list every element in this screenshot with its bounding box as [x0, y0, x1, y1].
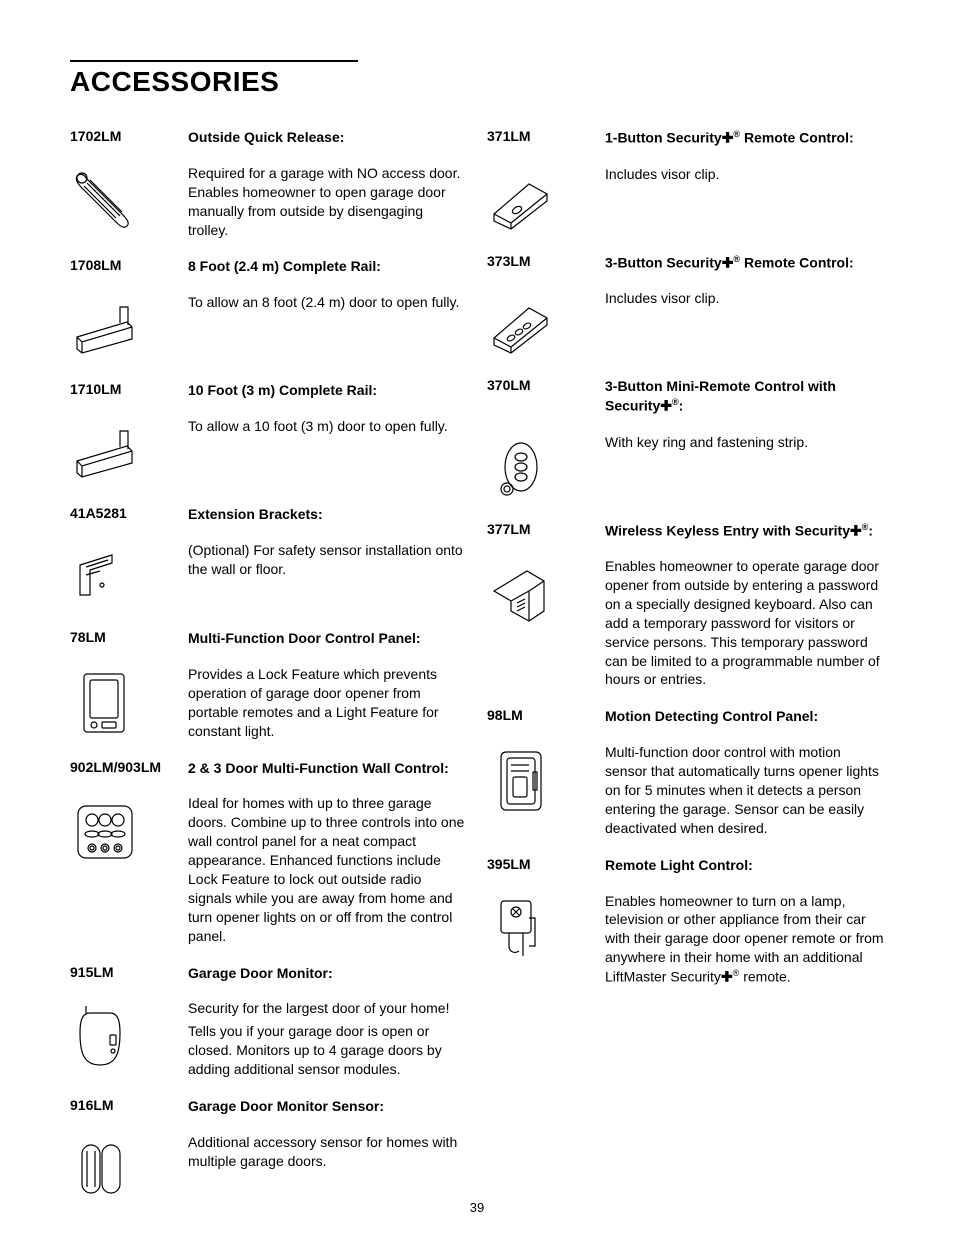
keyless-icon	[487, 557, 605, 631]
item-description: To allow a 10 foot (3 m) door to open fu…	[188, 417, 467, 436]
right-column: 371LM1-Button Security✚® Remote Control:…	[487, 128, 884, 1221]
item-description: Provides a Lock Feature which prevents o…	[188, 665, 467, 741]
model-number: 370LM	[487, 377, 605, 393]
rail-icon	[70, 417, 188, 491]
item-title: 10 Foot (3 m) Complete Rail:	[188, 381, 467, 400]
model-number: 41A5281	[70, 505, 188, 521]
model-number: 98LM	[487, 707, 605, 723]
model-number: 1702LM	[70, 128, 188, 144]
item-title: 3-Button Security✚® Remote Control:	[605, 253, 884, 273]
item-title: Multi-Function Door Control Panel:	[188, 629, 467, 648]
sensor-icon	[70, 1133, 188, 1207]
model-number: 373LM	[487, 253, 605, 269]
monitor-icon	[70, 999, 188, 1073]
panel-icon	[70, 665, 188, 739]
model-number: 1708LM	[70, 257, 188, 273]
item-title: Extension Brackets:	[188, 505, 467, 524]
item-description: Multi-function door control with motion …	[605, 743, 884, 837]
item-description: (Optional) For safety sensor installatio…	[188, 541, 467, 579]
item-description: Enables homeowner to operate garage door…	[605, 557, 884, 689]
item-title: Outside Quick Release:	[188, 128, 467, 147]
item-title: 1-Button Security✚® Remote Control:	[605, 128, 884, 148]
model-number: 902LM/903LM	[70, 759, 188, 775]
model-number: 371LM	[487, 128, 605, 144]
bracket-icon	[70, 541, 188, 615]
model-number: 916LM	[70, 1097, 188, 1113]
model-number: 1710LM	[70, 381, 188, 397]
remote3-icon	[487, 289, 605, 363]
item-description: Tells you if your garage door is open or…	[188, 1022, 467, 1079]
page: ACCESSORIES 1702LMOutside Quick Release:…	[0, 0, 954, 1235]
item-title: Remote Light Control:	[605, 856, 884, 875]
item-description: Enables homeowner to turn on a lamp, tel…	[605, 892, 884, 987]
item-title: Motion Detecting Control Panel:	[605, 707, 884, 726]
model-number: 377LM	[487, 521, 605, 537]
columns: 1702LMOutside Quick Release: Required for…	[70, 128, 884, 1221]
item-title: 8 Foot (2.4 m) Complete Rail:	[188, 257, 467, 276]
item-description: To allow an 8 foot (2.4 m) door to open …	[188, 293, 467, 312]
page-title: ACCESSORIES	[70, 66, 884, 98]
item-title: Garage Door Monitor Sensor:	[188, 1097, 467, 1116]
item-description: Includes visor clip.	[605, 289, 884, 308]
model-number: 915LM	[70, 964, 188, 980]
mini-remote-icon	[487, 433, 605, 507]
item-title: Wireless Keyless Entry with Security✚®:	[605, 521, 884, 541]
rail-icon	[70, 293, 188, 367]
item-title: 3-Button Mini-Remote Control with Securi…	[605, 377, 884, 415]
item-description: Includes visor clip.	[605, 165, 884, 184]
model-number: 395LM	[487, 856, 605, 872]
wall-control-icon	[70, 794, 188, 868]
remote1-icon	[487, 165, 605, 239]
item-description: Required for a garage with NO access doo…	[188, 164, 467, 240]
light-control-icon	[487, 892, 605, 966]
motion-panel-icon	[487, 743, 605, 817]
item-description: Ideal for homes with up to three garage …	[188, 794, 467, 945]
item-title: Garage Door Monitor:	[188, 964, 467, 983]
model-number: 78LM	[70, 629, 188, 645]
item-title: 2 & 3 Door Multi-Function Wall Control:	[188, 759, 467, 778]
page-number: 39	[0, 1200, 954, 1215]
item-description: Security for the largest door of your ho…	[188, 999, 467, 1018]
item-description: With key ring and fastening strip.	[605, 433, 884, 452]
title-rule	[70, 60, 358, 62]
left-column: 1702LMOutside Quick Release: Required for…	[70, 128, 467, 1221]
item-description: Additional accessory sensor for homes wi…	[188, 1133, 467, 1171]
quick-release-icon	[70, 164, 188, 238]
